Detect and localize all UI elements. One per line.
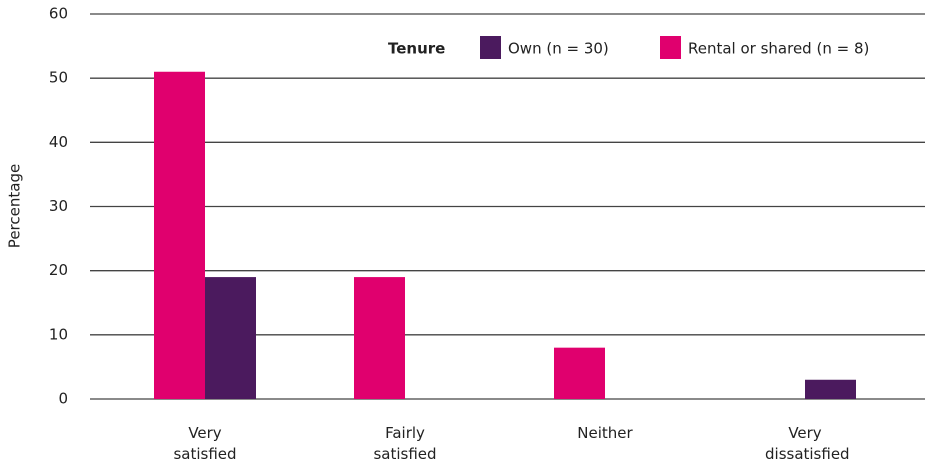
x-tick-label: Very dissatisfied <box>765 424 850 463</box>
legend-title: Tenure <box>388 40 445 58</box>
y-tick-label: 60 <box>49 5 68 23</box>
legend-label: Own (n = 30) <box>508 40 609 58</box>
y-axis-label: Percentage <box>6 164 24 248</box>
y-tick-label: 40 <box>49 133 68 151</box>
y-tick-label: 10 <box>49 325 68 343</box>
y-tick-label: 50 <box>49 69 68 87</box>
legend-label: Rental or shared (n = 8) <box>688 40 869 58</box>
y-tick-label: 20 <box>49 261 68 279</box>
x-tick-label: Neither <box>577 424 633 442</box>
bar <box>205 277 256 399</box>
bar <box>154 71 205 399</box>
bar <box>805 379 856 399</box>
bar <box>354 277 405 399</box>
x-tick-label: Very satisfied <box>173 424 237 463</box>
y-tick-label: 30 <box>49 197 68 215</box>
y-tick-label: 0 <box>58 390 68 408</box>
legend-swatch <box>480 36 501 59</box>
bar <box>554 347 605 399</box>
x-tick-label: Fairly satisfied <box>373 424 437 463</box>
legend-swatch <box>660 36 681 59</box>
